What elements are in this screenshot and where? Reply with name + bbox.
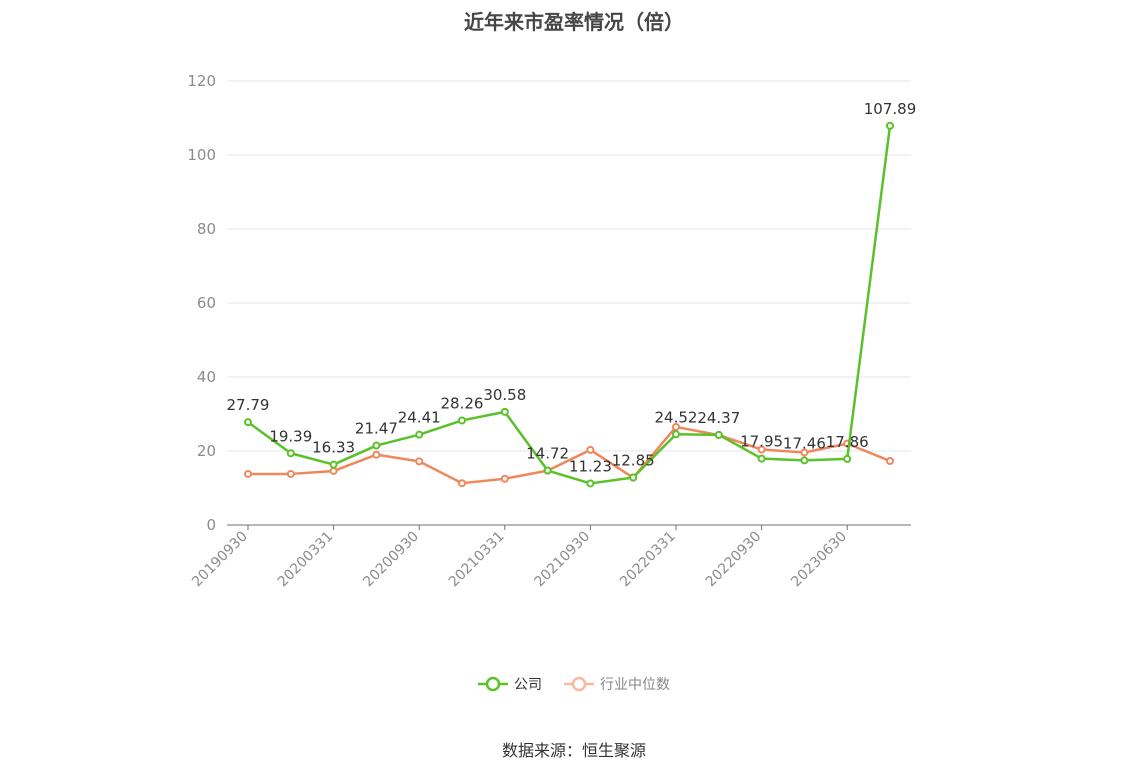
y-tick-label: 120 [187,72,216,90]
x-tick-label: 20230630 [788,529,850,591]
y-tick-label: 60 [197,294,216,312]
data-point-industry[interactable] [372,450,381,459]
x-tick-label: 20220331 [617,529,679,591]
series-line-industry [248,425,891,485]
data-label: 19.39 [269,427,312,445]
legend-item-industry[interactable]: 行业中位数 [564,674,670,694]
y-tick-label: 0 [206,516,216,534]
data-point-industry[interactable] [586,445,595,454]
y-tick-label: 20 [197,442,216,460]
x-tick-label: 20220930 [703,529,765,591]
y-tick-label: 100 [187,146,216,164]
legend: 公司 行业中位数 [0,674,1148,694]
x-tick-label: 20210930 [532,529,594,591]
data-point-company[interactable] [714,430,723,439]
data-point-company[interactable] [244,418,252,427]
data-point-company[interactable] [458,416,466,425]
data-label: 11.23 [569,457,612,475]
y-tick-label: 80 [197,220,216,238]
data-point-industry[interactable] [244,469,252,478]
data-point-company[interactable] [586,479,595,488]
legend-label-company: 公司 [514,677,542,693]
axis-layer: 0 20 40 60 80 100 120 20190930 20200331 20200930 2… [187,72,911,590]
data-label: 17.86 [826,433,869,451]
data-label: 24.52 [655,408,698,426]
data-point-company[interactable] [757,454,766,463]
data-point-company[interactable] [800,456,809,465]
data-point-company[interactable] [286,449,295,458]
source-note: 数据来源：恒生聚源 [501,741,646,760]
data-label: 107.89 [864,100,917,118]
chart-title: 近年来市盈率情况（倍） [464,10,684,34]
data-point-industry[interactable] [757,445,766,454]
data-label: 27.79 [227,396,270,414]
data-point-industry[interactable] [286,469,295,478]
legend-item-company[interactable]: 公司 [478,674,542,694]
series-layer [244,121,894,488]
grid-layer [227,80,911,452]
y-tick-label: 40 [197,368,216,386]
data-label: 16.33 [312,439,355,457]
series-line-company [247,125,892,485]
data-point-company[interactable] [629,473,638,482]
data-point-industry[interactable] [458,479,466,488]
x-tick-label: 20210331 [446,529,508,591]
data-label: 24.41 [398,409,441,427]
x-tick-label: 20200331 [275,529,337,591]
data-point-company[interactable] [372,441,381,450]
data-point-industry[interactable] [800,448,809,457]
data-label: 17.95 [740,433,783,451]
legend-company-line-icon [478,676,508,692]
data-point-industry[interactable] [500,474,509,483]
data-label: 12.85 [612,451,655,469]
data-point-company[interactable] [500,407,509,416]
x-tick-label: 20190930 [189,529,251,591]
legend-label-industry: 行业中位数 [600,677,670,693]
data-point-company[interactable] [886,121,894,130]
data-point-company[interactable] [415,430,424,439]
legend-industry-line-icon [564,676,594,692]
data-point-company[interactable] [329,460,338,469]
data-label: 14.72 [526,445,569,463]
data-label: 21.47 [355,420,398,438]
data-label: 24.37 [697,409,740,427]
data-point-company[interactable] [672,430,680,439]
data-point-company[interactable] [543,466,552,475]
data-point-industry[interactable] [415,457,424,466]
x-tick-label: 20200930 [360,529,422,591]
data-point-company[interactable] [843,454,852,463]
data-point-industry[interactable] [886,456,894,465]
data-label: 17.46 [783,434,826,452]
data-label: 30.58 [483,386,526,404]
data-point-industry[interactable] [672,422,680,431]
data-label: 28.26 [441,394,484,412]
data-point-industry[interactable] [329,466,338,475]
